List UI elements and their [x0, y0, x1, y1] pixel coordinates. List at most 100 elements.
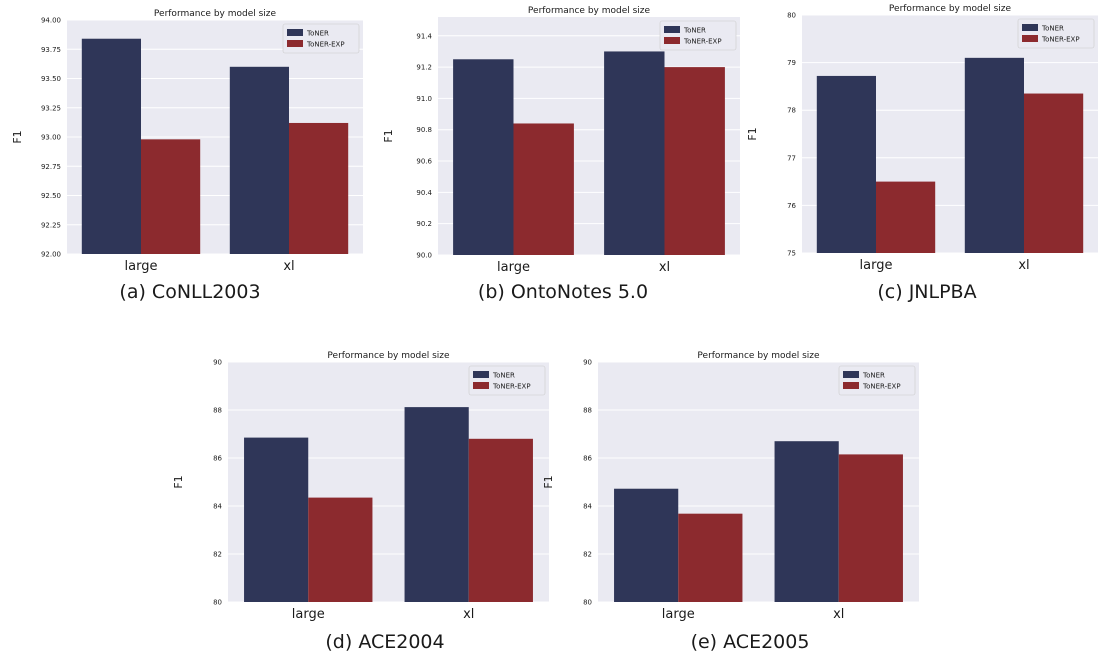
x-tick-label: xl — [1018, 258, 1029, 273]
legend-swatch — [843, 371, 859, 378]
legend-box — [1018, 19, 1094, 48]
y-tick-label: 90.0 — [416, 252, 432, 260]
bar-toner-large — [453, 59, 513, 255]
y-tick-label: 77 — [787, 154, 796, 162]
x-tick-label: xl — [659, 260, 670, 275]
y-tick-label: 82 — [583, 551, 592, 559]
bar-toner-exp-xl — [665, 67, 725, 255]
legend-swatch — [473, 382, 489, 389]
y-tick-label: 91.4 — [416, 32, 432, 40]
bar-toner-large — [614, 489, 678, 602]
x-tick-label: large — [497, 260, 530, 275]
chart-2: 75 76 77 78 79 80 large xl Performance by model … — [746, 4, 1098, 303]
legend-swatch — [843, 382, 859, 389]
y-tick-label: 91.0 — [416, 95, 432, 103]
y-tick-label: 80 — [787, 12, 796, 20]
bar-toner-xl — [775, 441, 839, 602]
y-tick-label: 82 — [213, 551, 222, 559]
chart-title: Performance by model size — [528, 6, 651, 16]
legend: ToNER ToNER-EXP — [469, 366, 545, 395]
bar-toner-large — [82, 39, 141, 254]
x-tick-label: xl — [283, 259, 294, 274]
y-tick-label: 93.25 — [41, 104, 61, 112]
x-tick-label: xl — [833, 607, 844, 622]
legend-label: ToNER-EXP — [683, 38, 722, 46]
y-tick-label: 88 — [583, 407, 592, 415]
legend-box — [660, 21, 736, 50]
legend-label: ToNER — [492, 372, 515, 380]
legend-swatch — [1022, 35, 1038, 42]
legend-swatch — [473, 371, 489, 378]
bar-toner-xl — [230, 67, 289, 254]
legend: ToNER ToNER-EXP — [660, 21, 736, 50]
y-tick-label: 92.00 — [41, 251, 61, 259]
subfigure-caption: (d) ACE2004 — [325, 631, 444, 653]
legend-swatch — [664, 26, 680, 33]
y-tick-label: 90 — [213, 359, 222, 367]
y-tick-label: 90.8 — [416, 126, 432, 134]
chart-3: 80 82 84 86 88 90 large xl Performance by model … — [172, 351, 549, 653]
bar-toner-xl — [405, 407, 469, 602]
y-tick-label: 80 — [213, 599, 222, 607]
legend-label: ToNER-EXP — [862, 383, 901, 391]
y-tick-label: 92.25 — [41, 221, 61, 229]
legend-swatch — [287, 40, 303, 47]
legend-label: ToNER — [862, 372, 885, 380]
bar-toner-large — [244, 438, 308, 602]
subfigure-caption: (a) CoNLL2003 — [119, 281, 260, 303]
y-tick-label: 90 — [583, 359, 592, 367]
legend-label: ToNER — [306, 30, 329, 38]
y-tick-label: 88 — [213, 407, 222, 415]
y-tick-label: 92.75 — [41, 163, 61, 171]
legend-label: ToNER — [1041, 25, 1064, 33]
bar-toner-exp-large — [514, 123, 574, 255]
legend-label: ToNER — [683, 27, 706, 35]
subfigure-caption: (c) JNLPBA — [877, 281, 976, 303]
bar-toner-xl — [965, 58, 1024, 253]
bar-toner-exp-xl — [469, 439, 533, 602]
chart-title: Performance by model size — [154, 9, 277, 19]
legend: ToNER ToNER-EXP — [283, 24, 359, 53]
legend: ToNER ToNER-EXP — [1018, 19, 1094, 48]
bar-toner-xl — [604, 51, 664, 255]
bar-toner-exp-large — [678, 514, 742, 602]
y-tick-label: 76 — [787, 202, 796, 210]
y-axis-label: F1 — [11, 130, 24, 143]
y-tick-label: 94.00 — [41, 17, 61, 25]
y-axis-label: F1 — [542, 475, 555, 488]
bar-toner-large — [817, 76, 876, 253]
y-tick-label: 90.4 — [416, 189, 432, 197]
legend-label: ToNER-EXP — [306, 41, 345, 49]
y-tick-label: 75 — [787, 250, 796, 258]
chart-title: Performance by model size — [327, 351, 450, 361]
x-tick-label: large — [662, 607, 695, 622]
y-tick-label: 93.50 — [41, 75, 61, 83]
y-tick-label: 90.2 — [416, 220, 432, 228]
bar-toner-exp-xl — [289, 123, 348, 254]
legend-swatch — [664, 37, 680, 44]
x-tick-label: large — [125, 259, 158, 274]
chart-title: Performance by model size — [697, 351, 820, 361]
legend-swatch — [1022, 24, 1038, 31]
y-tick-label: 91.2 — [416, 64, 432, 72]
y-tick-label: 93.75 — [41, 46, 61, 54]
y-tick-label: 93.00 — [41, 134, 61, 142]
y-tick-label: 84 — [213, 503, 222, 511]
y-tick-label: 80 — [583, 599, 592, 607]
legend-label: ToNER-EXP — [1041, 36, 1080, 44]
chart-1: 90.0 90.2 90.4 90.6 90.8 91.0 91.2 91.4 large xl P… — [382, 6, 740, 303]
subfigure-caption: (b) OntoNotes 5.0 — [478, 281, 648, 303]
y-axis-label: F1 — [746, 127, 759, 140]
x-tick-label: large — [860, 258, 893, 273]
x-tick-label: xl — [463, 607, 474, 622]
y-tick-label: 79 — [787, 59, 796, 67]
chart-0: 92.00 92.25 92.50 92.75 93.00 93.25 93.50 93.75… — [11, 9, 363, 303]
bar-toner-exp-large — [141, 139, 200, 254]
x-tick-label: large — [292, 607, 325, 622]
y-axis-label: F1 — [382, 129, 395, 142]
y-tick-label: 86 — [213, 455, 222, 463]
legend-box — [839, 366, 915, 395]
chart-4: 80 82 84 86 88 90 large xl Performance by model … — [542, 351, 919, 653]
legend-swatch — [287, 29, 303, 36]
